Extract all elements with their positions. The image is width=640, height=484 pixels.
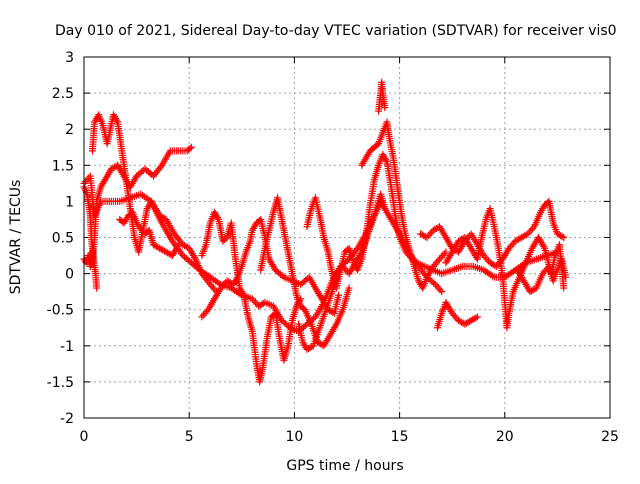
data-point-marker bbox=[430, 279, 438, 287]
data-point-marker bbox=[83, 176, 91, 184]
data-point-marker bbox=[425, 232, 433, 240]
ticks: 0 5 10 15 20 25 -2 -1.5 -1 -0.5 0 0.5 1 1.5 2 2.5 3 bbox=[47, 50, 619, 445]
y-tick-label: 1.5 bbox=[52, 158, 74, 174]
y-tick-label: 2.5 bbox=[52, 86, 74, 102]
data-point-marker bbox=[473, 313, 481, 321]
y-tick-label: 1 bbox=[65, 194, 74, 210]
data-point-marker bbox=[186, 144, 194, 152]
chart-title: Day 010 of 2021, Sidereal Day-to-day VTE… bbox=[55, 23, 617, 39]
data-point-marker bbox=[198, 313, 206, 321]
y-tick-label: 2 bbox=[65, 122, 74, 138]
data-point-marker bbox=[201, 309, 209, 317]
y-tick-label: 0.5 bbox=[52, 231, 74, 247]
data-point-marker bbox=[562, 273, 570, 281]
y-tick-label: 3 bbox=[65, 50, 74, 66]
data-point-marker bbox=[182, 243, 190, 251]
data-point-marker bbox=[434, 257, 442, 265]
data-point-marker bbox=[82, 187, 90, 195]
data-point-marker bbox=[258, 300, 266, 308]
data-point-marker bbox=[439, 252, 447, 260]
data-point-marker bbox=[88, 248, 96, 256]
data-point-marker bbox=[199, 311, 207, 319]
x-tick-label: 20 bbox=[496, 429, 514, 445]
series-track-7 bbox=[257, 194, 353, 350]
x-axis-title: GPS time / hours bbox=[286, 458, 403, 474]
data-points bbox=[80, 78, 570, 386]
data-point-marker bbox=[436, 255, 444, 263]
y-axis-title: SDTVAR / TECUs bbox=[8, 180, 24, 295]
data-point-marker bbox=[560, 234, 568, 241]
x-tick-label: 25 bbox=[601, 429, 619, 445]
grid bbox=[84, 57, 610, 418]
x-tick-label: 10 bbox=[285, 429, 303, 445]
data-point-marker bbox=[438, 288, 446, 296]
y-tick-label: -1.5 bbox=[47, 375, 74, 391]
data-point-marker bbox=[435, 284, 443, 292]
data-point-marker bbox=[187, 143, 195, 151]
data-point-marker bbox=[175, 241, 183, 249]
series-track-17 bbox=[80, 248, 96, 270]
data-point-marker bbox=[527, 226, 535, 234]
data-point-marker bbox=[529, 286, 537, 294]
x-tick-label: 15 bbox=[391, 429, 409, 445]
series-track-13 bbox=[433, 298, 481, 332]
data-point-marker bbox=[432, 259, 440, 267]
data-point-marker bbox=[433, 282, 441, 290]
x-tick-label: 5 bbox=[185, 429, 194, 445]
data-point-marker bbox=[209, 284, 217, 292]
plot-frame bbox=[83, 56, 611, 419]
data-point-marker bbox=[421, 233, 429, 241]
data-point-marker bbox=[440, 250, 448, 258]
data-point-marker bbox=[491, 261, 499, 269]
y-tick-label: -1 bbox=[60, 339, 74, 355]
series-track-1 bbox=[80, 172, 561, 335]
data-point-marker bbox=[558, 233, 566, 241]
data-point-marker bbox=[306, 344, 314, 352]
data-point-marker bbox=[345, 284, 353, 292]
series-track-4 bbox=[116, 208, 183, 260]
data-point-marker bbox=[508, 241, 516, 249]
series-track-15 bbox=[513, 255, 570, 296]
x-tick-label: 0 bbox=[80, 429, 89, 445]
data-point-marker bbox=[437, 253, 445, 261]
data-point-marker bbox=[436, 286, 444, 294]
data-point-marker bbox=[451, 313, 459, 321]
series-track-6 bbox=[198, 208, 305, 386]
data-point-marker bbox=[472, 314, 480, 322]
data-point-marker bbox=[483, 255, 491, 263]
data-point-marker bbox=[560, 284, 568, 292]
data-point-marker bbox=[335, 291, 343, 299]
data-point-marker bbox=[93, 284, 101, 292]
data-point-marker bbox=[442, 248, 450, 256]
data-point-marker bbox=[458, 318, 466, 326]
series-track-8 bbox=[295, 190, 389, 353]
series-track-11 bbox=[375, 78, 389, 115]
y-tick-label: -0.5 bbox=[47, 303, 74, 319]
data-point-marker bbox=[82, 178, 90, 186]
data-point-marker bbox=[557, 232, 565, 240]
series-track-3 bbox=[88, 111, 221, 296]
data-point-marker bbox=[278, 272, 286, 280]
data-point-marker bbox=[381, 205, 389, 213]
data-point-marker bbox=[381, 104, 389, 112]
y-tick-label: 0 bbox=[65, 267, 74, 283]
y-tick-label: -2 bbox=[60, 411, 74, 427]
series-track-10 bbox=[358, 118, 450, 292]
